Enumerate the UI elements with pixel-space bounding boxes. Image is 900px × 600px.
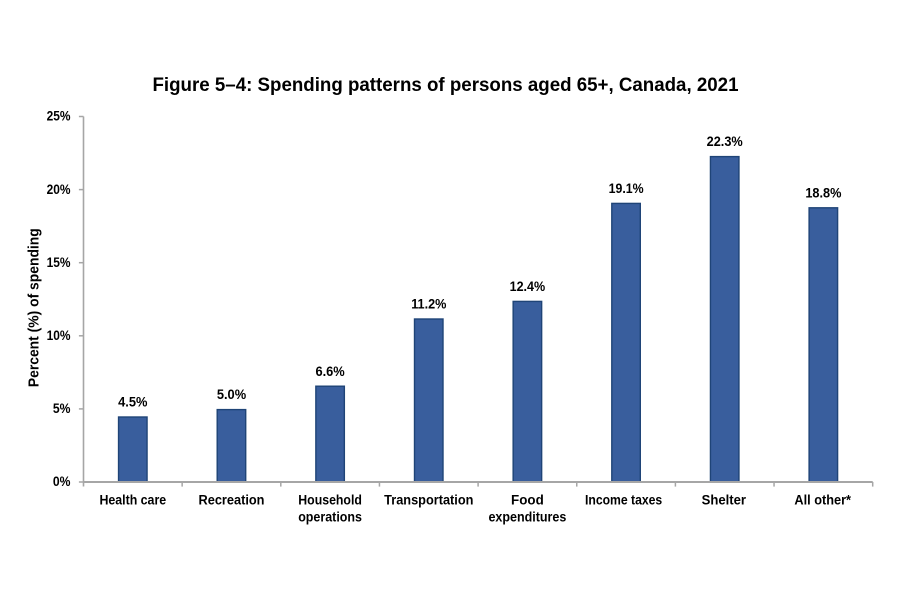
svg-text:18.8%: 18.8% (805, 184, 842, 200)
svg-text:19.1%: 19.1% (609, 180, 644, 196)
svg-text:Health care: Health care (99, 493, 166, 509)
svg-text:5%: 5% (53, 400, 71, 416)
svg-text:Recreation: Recreation (199, 493, 265, 509)
svg-text:Income taxes: Income taxes (585, 493, 662, 509)
svg-text:Food: Food (511, 493, 544, 509)
svg-text:10%: 10% (47, 327, 71, 343)
svg-text:25%: 25% (47, 108, 71, 124)
svg-text:expenditures: expenditures (488, 510, 566, 526)
svg-text:15%: 15% (47, 254, 71, 270)
svg-text:Figure 5–4: Spending patterns: Figure 5–4: Spending patterns of persons… (153, 75, 739, 96)
svg-text:20%: 20% (47, 181, 71, 197)
svg-text:4.5%: 4.5% (118, 394, 148, 410)
svg-text:Percent (%) of spending: Percent (%) of spending (27, 228, 43, 387)
svg-text:0%: 0% (53, 473, 71, 489)
svg-text:11.2%: 11.2% (411, 296, 447, 312)
svg-text:6.6%: 6.6% (315, 363, 345, 379)
svg-text:22.3%: 22.3% (707, 133, 744, 149)
svg-text:5.0%: 5.0% (217, 386, 247, 402)
svg-text:12.4%: 12.4% (510, 278, 546, 294)
svg-text:All other*: All other* (794, 493, 851, 509)
svg-text:Transportation: Transportation (384, 493, 473, 509)
svg-text:Shelter: Shelter (702, 493, 747, 509)
svg-text:Household: Household (298, 493, 362, 509)
svg-text:operations: operations (298, 510, 362, 526)
